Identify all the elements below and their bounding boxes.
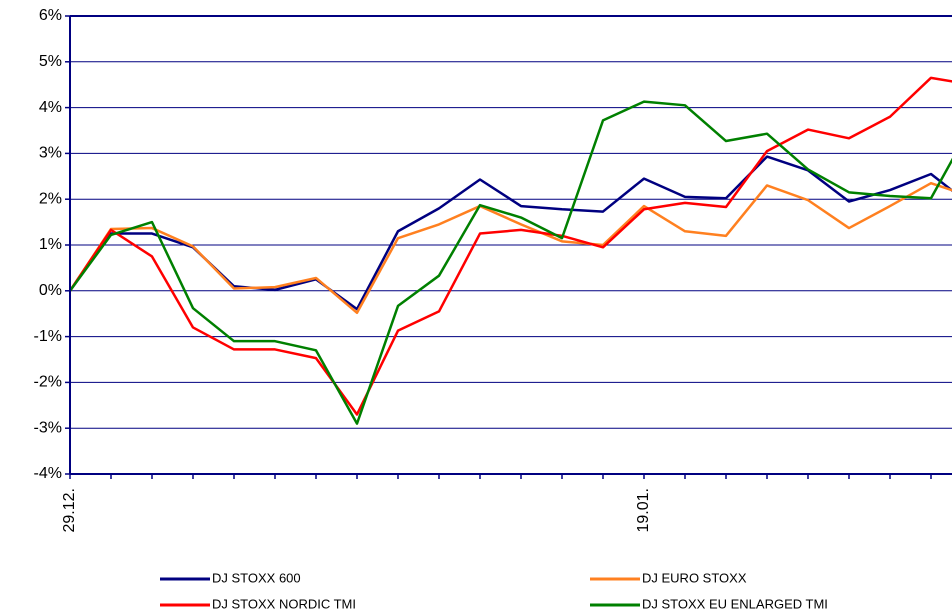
x-tick-label: 29.12. [61, 488, 78, 532]
y-tick-label: -1% [34, 328, 62, 345]
y-tick-label: 0% [39, 282, 62, 299]
series-line [68, 181, 952, 315]
series-line [68, 155, 952, 311]
x-tick-label: 19.01. [635, 488, 652, 532]
y-tick-label: 6% [39, 7, 62, 24]
plot [68, 76, 952, 425]
y-tick-label: -3% [34, 419, 62, 436]
y-tick-label: 2% [39, 190, 62, 207]
y-tick-label: 1% [39, 236, 62, 253]
legend-label: DJ STOXX NORDIC TMI [212, 596, 356, 611]
y-tick-label: -4% [34, 465, 62, 482]
y-tick-label: -2% [34, 374, 62, 391]
y-tick-label: 5% [39, 53, 62, 70]
series-line [68, 100, 952, 425]
legend-label: DJ EURO STOXX [642, 570, 747, 585]
y-tick-label: 4% [39, 99, 62, 116]
axes: -4% -3% -2% -1% 0% 1% 2% 3% 4% 5% 6% 29.12. 19.01. [34, 7, 952, 532]
legend-label: DJ STOXX 600 [212, 570, 301, 585]
y-tick-label: 3% [39, 145, 62, 162]
grid [70, 15, 952, 475]
series-line [68, 76, 952, 416]
legend-label: DJ STOXX EU ENLARGED TMI [642, 596, 828, 611]
